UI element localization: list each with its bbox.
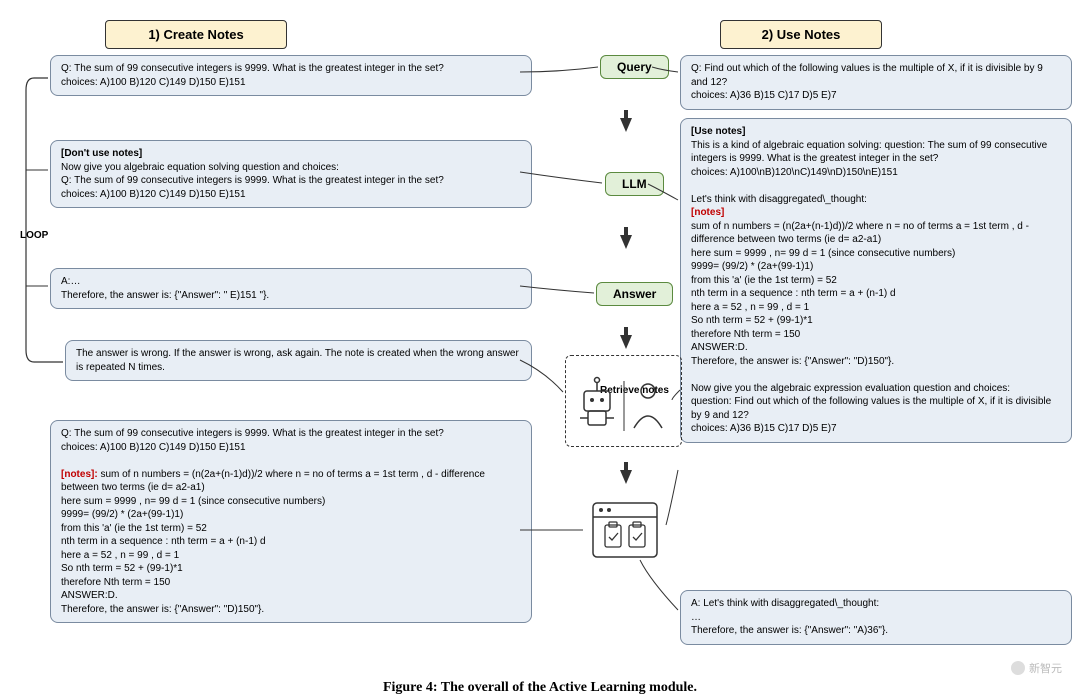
notes-label: [notes]: — [61, 469, 98, 480]
left-feedback-box: The answer is wrong. If the answer is wr… — [65, 340, 532, 381]
watermark: 新智元 — [1011, 660, 1062, 676]
right-final-answer-box: A: Let's think with disaggregated\_thoug… — [680, 590, 1072, 645]
left-query-box: Q: The sum of 99 consecutive integers is… — [50, 55, 532, 96]
body: Now give you algebraic equation solving … — [61, 162, 444, 200]
text: A:…Therefore, the answer is: {"Answer": … — [61, 276, 269, 301]
watermark-icon — [1011, 661, 1025, 675]
notes-label: [notes] — [691, 207, 724, 218]
pill-query: Query — [600, 55, 669, 79]
arrow-icon — [620, 335, 632, 349]
left-dont-use-notes-box: [Don't use notes] Now give you algebraic… — [50, 140, 532, 208]
robot-human-icon — [566, 356, 681, 446]
l2: Let's think with disaggregated\_thought: — [691, 194, 867, 205]
agent-human-panel — [565, 355, 682, 447]
arrow-icon — [620, 235, 632, 249]
text: Q: Find out which of the following value… — [691, 63, 1043, 101]
title: [Don't use notes] — [61, 148, 142, 159]
header-use-notes: 2) Use Notes — [720, 20, 882, 49]
right-use-notes-box: [Use notes] This is a kind of algebraic … — [680, 118, 1072, 443]
body: sum of n numbers = (n(2a+(n-1)d))/2 wher… — [691, 221, 1029, 367]
q: Q: The sum of 99 consecutive integers is… — [61, 428, 444, 453]
left-answer-box: A:…Therefore, the answer is: {"Answer": … — [50, 268, 532, 309]
text: Q: The sum of 99 consecutive integers is… — [61, 63, 444, 88]
title: [Use notes] — [691, 126, 745, 137]
arrow-icon — [620, 118, 632, 132]
pill-llm: LLM — [605, 172, 664, 196]
arrow-icon — [620, 470, 632, 484]
watermark-text: 新智元 — [1029, 660, 1062, 676]
left-notes-created-box: Q: The sum of 99 consecutive integers is… — [50, 420, 532, 623]
loop-label: LOOP — [20, 230, 48, 241]
pill-answer: Answer — [596, 282, 673, 306]
right-query-box: Q: Find out which of the following value… — [680, 55, 1072, 110]
body: sum of n numbers = (n(2a+(n-1)d))/2 wher… — [61, 469, 485, 615]
l1: This is a kind of algebraic equation sol… — [691, 140, 1047, 178]
storage-icon — [585, 495, 665, 565]
figure-caption: Figure 4: The overall of the Active Lear… — [0, 680, 1080, 696]
text: A: Let's think with disaggregated\_thoug… — [691, 598, 888, 636]
text: The answer is wrong. If the answer is wr… — [76, 348, 519, 373]
header-create-notes: 1) Create Notes — [105, 20, 287, 49]
tail: Now give you the algebraic expression ev… — [691, 383, 1051, 435]
